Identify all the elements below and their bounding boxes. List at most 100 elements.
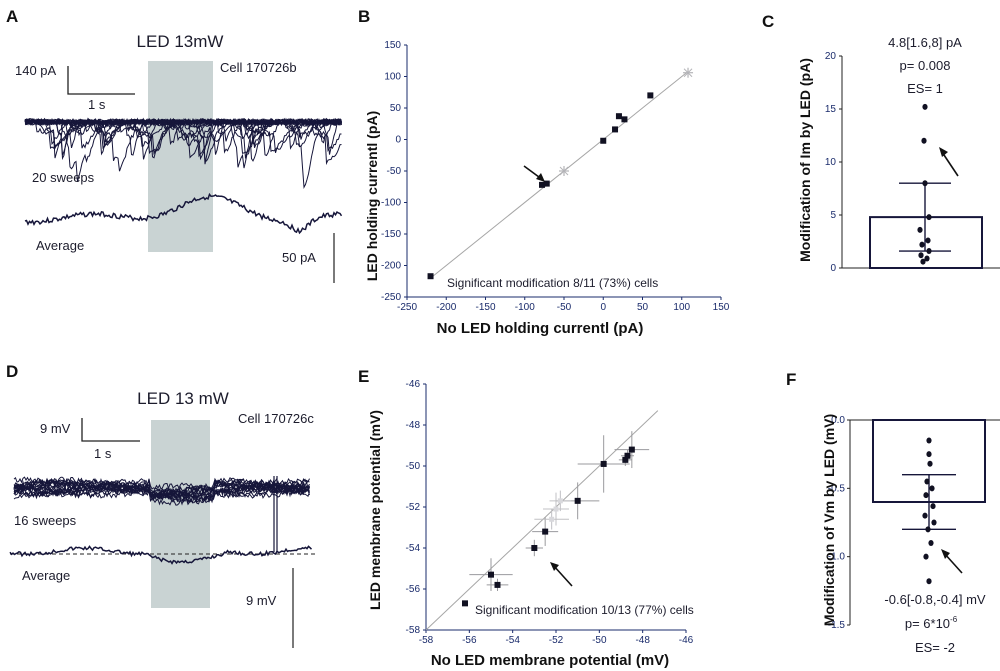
data-point <box>930 503 936 510</box>
identity-line <box>425 410 659 631</box>
scatter-chart-holding-current: B -250 -200 -150 -100 -50 0 50 100 150 -250 -200 -1… <box>358 7 730 337</box>
data-point <box>924 478 930 485</box>
y-tick-label: 150 <box>384 40 401 51</box>
x-tick-label: 100 <box>673 302 690 313</box>
data-point <box>926 214 932 221</box>
data-point <box>628 446 635 453</box>
y-axis-label: LED holding currentl (pA) <box>364 111 380 281</box>
data-point <box>918 252 924 259</box>
median-bar <box>869 216 983 269</box>
error-bars <box>469 431 650 592</box>
x-tick-label: 0 <box>600 302 606 313</box>
y-axis-label: LED membrane potential (mV) <box>367 410 383 610</box>
y-tick-label: 0.0 <box>831 415 845 426</box>
bar-chart-vm-modification: F -1.5 -1.0 -0.5 0.0 -0.6[-0.8,-0.4] mV p= … <box>786 370 1000 655</box>
sweeps-count-label: 20 sweeps <box>32 170 95 185</box>
x-tick-label: 50 <box>637 302 649 313</box>
nonsignificant-point <box>559 166 569 176</box>
average-label: Average <box>22 568 70 583</box>
y-tick-label: -50 <box>387 166 402 177</box>
sweep-trace <box>24 118 342 147</box>
stat-median-label: 4.8[1.6,8] pA <box>888 35 962 50</box>
data-point <box>574 497 581 504</box>
data-points <box>427 92 654 280</box>
y-tick-label: 20 <box>825 51 837 62</box>
y-tick-label: -52 <box>406 502 421 513</box>
panel-d: D LED 13 mW Cell 170726c 9 mV 1 s 16 swe… <box>6 362 318 648</box>
average-label: Average <box>36 238 84 253</box>
y-tick-label: 0 <box>395 135 401 146</box>
data-point <box>542 528 549 535</box>
data-point <box>600 460 607 467</box>
x-axis-label: No LED holding currentl (pA) <box>437 320 644 337</box>
panel-d-label: D <box>6 362 18 381</box>
stat-pvalue-label: p= 0.008 <box>900 58 951 73</box>
data-point <box>922 512 928 519</box>
average-trace <box>9 545 313 565</box>
y-tick-label: -48 <box>406 420 421 431</box>
x-tick-label: -58 <box>419 635 434 646</box>
x-tick-label: -100 <box>515 302 535 313</box>
panel-a: A LED 13mW Cell 170726b 140 pA 1 s 20 sw… <box>6 7 343 283</box>
stat-median-label: -0.6[-0.8,-0.4] mV <box>884 592 985 607</box>
data-point <box>931 519 937 526</box>
cell-id-label: Cell 170726c <box>238 411 314 426</box>
data-point <box>925 237 931 244</box>
scale-bar-x-label: 1 s <box>94 446 112 461</box>
data-point <box>926 437 932 444</box>
y-tick-label: -1.0 <box>828 552 846 563</box>
x-axis-label: No LED membrane potential (mV) <box>431 652 669 669</box>
data-point <box>928 540 934 546</box>
data-point <box>922 103 928 110</box>
identity-line <box>430 71 689 279</box>
scale-bar <box>67 66 135 95</box>
y-axis-label: Modification of Vm by LED (mV) <box>821 414 837 626</box>
led-stimulus-window <box>151 420 210 608</box>
data-point <box>621 116 628 123</box>
arrow-annotation <box>523 165 545 182</box>
y-tick-label: -46 <box>406 379 421 390</box>
nonsignificant-point <box>553 506 559 512</box>
x-tick-label: 150 <box>713 302 730 313</box>
tick-labels: -1.5 -1.0 -0.5 0.0 <box>828 415 850 631</box>
y-tick-label: -200 <box>381 261 401 272</box>
scatter-chart-membrane-potential: E -58 -56 -54 -52 -50 -48 -46 -58 -56 -54 -52 -50 -4… <box>358 367 694 669</box>
panel-f-label: F <box>786 370 796 389</box>
sweep-trace <box>13 483 310 504</box>
y-tick-label: -250 <box>381 292 401 303</box>
data-point <box>624 452 631 459</box>
stat-effect-size-label: ES= 1 <box>907 81 943 96</box>
y-tick-label: 0 <box>830 263 836 274</box>
scale-bar-x-label: 1 s <box>88 97 106 112</box>
sweep-trace <box>24 119 342 159</box>
data-points <box>462 446 635 607</box>
significance-annotation: Significant modification 10/13 (77%) cel… <box>475 603 694 617</box>
data-point <box>924 255 930 262</box>
y-tick-label: -56 <box>406 584 421 595</box>
arrow-annotation <box>939 147 959 177</box>
y-tick-label: -100 <box>381 198 401 209</box>
sweep-trace <box>13 478 310 500</box>
data-points <box>922 437 937 585</box>
y-tick-label: -50 <box>406 461 421 472</box>
tick-labels: -58 -56 -54 -52 -50 -48 -46 -58 -56 -54 -52 -50 -48 -… <box>406 379 694 646</box>
x-tick-label: -48 <box>635 635 650 646</box>
y-tick-label: 50 <box>390 103 402 114</box>
data-point <box>925 526 931 533</box>
y-tick-label: -0.5 <box>828 483 846 494</box>
significance-annotation: Significant modification 8/11 (73%) cell… <box>447 276 658 290</box>
scale-bar-y-label: 9 mV <box>40 421 71 436</box>
arrow-annotation <box>550 562 573 587</box>
y-tick-label: -58 <box>406 625 421 636</box>
average-scale-label: 50 pA <box>282 250 316 265</box>
x-tick-label: -46 <box>679 635 694 646</box>
stat-pvalue-base: p= 6*10 <box>905 616 950 631</box>
nonsignificant-point <box>683 67 694 78</box>
sweep-trace <box>13 481 310 504</box>
y-tick-label: 100 <box>384 72 401 83</box>
y-axis-label: Modification of Im by LED (pA) <box>797 58 813 262</box>
data-point <box>921 137 927 144</box>
x-tick-label: -54 <box>505 635 520 646</box>
sweep-traces <box>24 117 342 189</box>
data-point <box>919 241 925 248</box>
